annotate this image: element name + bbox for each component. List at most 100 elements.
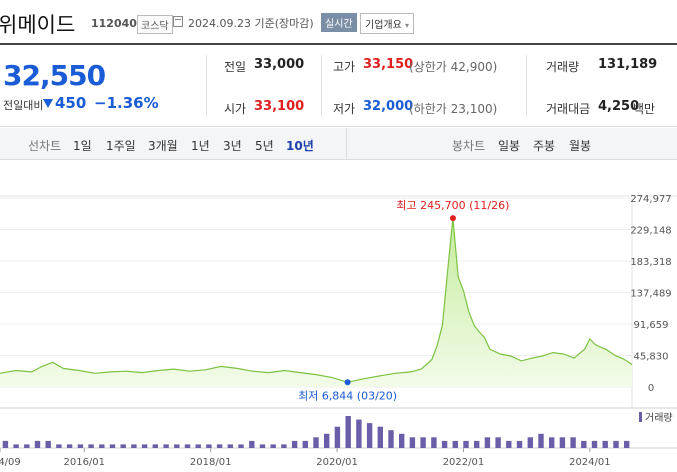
volume-bar — [302, 440, 308, 448]
low-value: 32,000 — [363, 99, 414, 114]
tab-3y[interactable]: 3년 — [223, 139, 242, 153]
current-price: 32,550 — [3, 59, 106, 92]
x-tick-label: 2022/01 — [443, 457, 485, 468]
change-label: 전일대비 — [3, 99, 44, 112]
prev-close-label: 전일 — [224, 60, 247, 74]
volume-bar — [334, 426, 341, 448]
lower-limit: (하한가 23,100) — [409, 102, 498, 116]
market-badge: 코스닥 — [137, 15, 173, 34]
volume-legend-swatch — [639, 412, 642, 422]
volume-bar — [506, 440, 512, 448]
volume-bar — [216, 444, 223, 448]
volume-bar — [206, 444, 212, 448]
realtime-button[interactable]: 실시간 — [321, 13, 357, 32]
tab-10y[interactable]: 10년 — [286, 139, 314, 153]
volume-bar — [249, 440, 255, 448]
volume-bar — [613, 440, 619, 448]
volume-bar — [409, 437, 416, 448]
price-area — [0, 218, 632, 387]
volume-bar — [388, 430, 394, 448]
amount-unit: 백만 — [633, 102, 656, 116]
tab-weekly-candle[interactable]: 주봉 — [533, 139, 556, 153]
volume-bar — [238, 444, 244, 448]
volume-bar — [356, 419, 362, 448]
company-overview-label: 기업개요 — [365, 20, 402, 31]
amount-value: 4,250 — [598, 99, 640, 114]
tab-1w[interactable]: 1주일 — [106, 139, 136, 153]
volume-bar — [77, 444, 84, 448]
volume-bar — [34, 440, 41, 448]
stock-name: 위메이드 — [0, 13, 76, 37]
y-tick-label: 229,148 — [630, 225, 671, 236]
volume-label: 거래량 — [546, 60, 580, 74]
prev-close-value: 33,000 — [254, 57, 305, 72]
volume-bar — [45, 440, 51, 448]
tab-5y[interactable]: 5년 — [255, 139, 274, 153]
volume-bar — [345, 416, 351, 448]
low-annotation: 최저 6,844 (03/20) — [298, 389, 397, 402]
volume-bar — [174, 444, 180, 448]
volume-bar — [195, 444, 201, 448]
volume-bar — [366, 423, 373, 448]
quote-divider — [321, 55, 322, 117]
volume-bar — [591, 440, 598, 448]
volume-bar — [184, 444, 191, 448]
volume-bar — [495, 437, 501, 448]
volume-value: 131,189 — [598, 57, 658, 72]
volume-bar — [474, 440, 480, 448]
volume-bar — [259, 444, 266, 448]
header-divider — [0, 43, 677, 45]
volume-bar — [227, 444, 233, 448]
x-tick-label: 2016/01 — [63, 457, 105, 468]
volume-bar — [13, 444, 19, 448]
open-label: 시가 — [224, 102, 247, 116]
y-tick-label: 0 — [648, 383, 654, 394]
volume-bar — [516, 440, 523, 448]
volume-bar — [99, 444, 105, 448]
volume-bar — [281, 444, 287, 448]
tab-3m[interactable]: 3개월 — [148, 139, 178, 153]
high-value: 33,150 — [363, 57, 414, 72]
volume-bar — [291, 440, 298, 448]
volume-bar — [324, 433, 330, 448]
tab-daily-candle[interactable]: 일봉 — [498, 139, 521, 153]
volume-bar — [602, 440, 608, 448]
volume-bar — [484, 437, 491, 448]
change-value: 450 — [55, 94, 87, 112]
tab-monthly-candle[interactable]: 월봉 — [569, 139, 592, 153]
y-tick-label: 274,977 — [630, 194, 671, 205]
quote-date: 2024.09.23 — [188, 17, 251, 30]
change-percent: −1.36% — [94, 94, 159, 112]
y-tick-label: 91,659 — [634, 320, 669, 331]
volume-bar — [581, 440, 587, 448]
quote-divider — [206, 55, 207, 117]
company-overview-dropdown[interactable]: 기업개요 ▾ — [360, 13, 415, 34]
volume-bar — [66, 444, 73, 448]
volume-bar — [313, 437, 319, 448]
volume-bar — [131, 444, 137, 448]
date-info: 2024.09.23 기준(장마감) — [188, 15, 314, 31]
volume-legend-label: 거래량 — [645, 412, 673, 424]
open-value: 33,100 — [254, 99, 305, 114]
high-marker — [449, 215, 456, 222]
volume-bar — [463, 440, 469, 448]
quote-basis: 기준(장마감) — [254, 17, 314, 30]
volume-bar — [120, 444, 126, 448]
chart-period-tabs: 선차트 1일 1주일 3개월 1년 3년 5년 10년 봉차트 일봉 주봉 월봉 — [0, 128, 677, 160]
tab-1y[interactable]: 1년 — [191, 139, 210, 153]
line-chart-label: 선차트 — [28, 139, 62, 153]
high-label: 고가 — [333, 60, 356, 74]
volume-bar — [2, 440, 9, 448]
x-tick-label: 2024/01 — [569, 457, 611, 468]
tab-1d[interactable]: 1일 — [73, 139, 92, 153]
volume-bar — [538, 433, 544, 448]
volume-bar — [431, 437, 437, 448]
y-tick-label: 137,489 — [630, 288, 671, 299]
volume-bar — [109, 444, 116, 448]
volume-bar — [399, 433, 405, 448]
down-arrow-icon — [43, 99, 53, 108]
y-tick-label: 183,318 — [630, 257, 671, 268]
volume-bar — [24, 444, 30, 448]
amount-label: 거래대금 — [546, 102, 591, 116]
volume-bar — [527, 437, 533, 448]
